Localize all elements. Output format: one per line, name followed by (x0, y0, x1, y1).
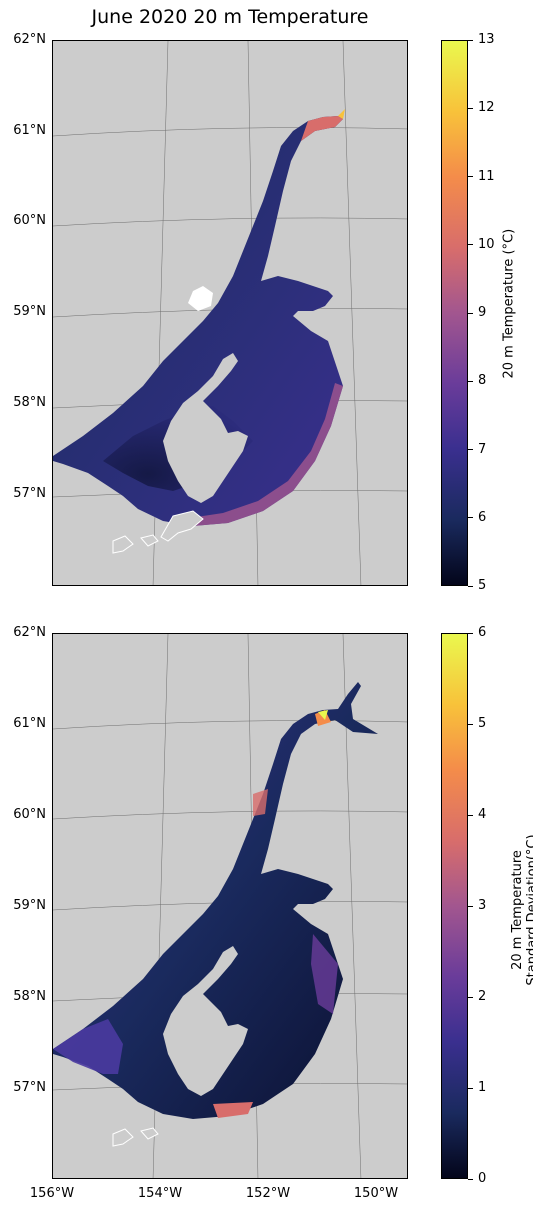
colorbar-tick (468, 107, 473, 109)
temperature-map (52, 40, 408, 586)
colorbar-tick (468, 585, 473, 587)
lon-label: 150°W (353, 1186, 399, 1201)
lat-label: 57°N (13, 1080, 46, 1095)
colorbar-tick-label: 11 (478, 168, 495, 184)
colorbar-tick (468, 176, 473, 177)
lat-label: 62°N (13, 32, 46, 47)
colorbar-tick (468, 312, 473, 314)
colorbar-tick-label: 3 (478, 898, 487, 913)
colorbar-tick (468, 380, 473, 382)
colorbar-tick-label: 12 (478, 100, 495, 116)
lat-label: 59°N (13, 898, 46, 913)
colorbar-std-dev-label-line2: Standard Deviation(°C) (525, 834, 533, 986)
colorbar-tick-label: 9 (478, 305, 487, 320)
colorbar-tick-label: 1 (478, 1080, 487, 1095)
colorbar-tick-label: 8 (478, 373, 487, 389)
colorbar-tick-label: 10 (478, 236, 495, 252)
colorbar-std-dev-label: 20 m Temperature Standard Deviation(°C) (510, 815, 533, 1005)
colorbar-std-dev-label-line1: 20 m Temperature (510, 850, 525, 970)
colorbar-tick-label: 0 (478, 1171, 487, 1186)
kodiak-island (163, 353, 248, 503)
lat-label: 58°N (13, 395, 46, 410)
lon-label: 154°W (137, 1186, 183, 1201)
colorbar-tick-label: 6 (478, 625, 487, 640)
colorbar-temperature-label: 20 m Temperature (°C) (501, 228, 517, 379)
lon-label: 152°W (245, 1186, 291, 1201)
lat-label: 61°N (13, 123, 46, 138)
colorbar-tick (468, 996, 473, 998)
colorbar-tick (468, 632, 473, 634)
model-domain (53, 682, 378, 1119)
graticule (53, 634, 407, 1178)
lat-label: 62°N (13, 625, 46, 640)
colorbar-tick (468, 1178, 473, 1180)
lat-label: 59°N (13, 304, 46, 319)
colorbar-tick (468, 814, 473, 816)
lat-label: 57°N (13, 486, 46, 501)
colorbar-tick (468, 723, 473, 725)
lon-label: 156°W (29, 1186, 75, 1201)
colorbar-tick-label: 5 (478, 716, 487, 731)
colorbar-std-dev (441, 633, 468, 1179)
colorbar-tick-label: 7 (478, 441, 487, 457)
lat-label: 58°N (13, 989, 46, 1004)
kodiak-island (163, 946, 248, 1096)
colorbar-tick (468, 905, 473, 907)
std-dev-map-svg (53, 634, 407, 1178)
std-dev-map (52, 633, 408, 1179)
figure-title: June 2020 20 m Temperature (91, 6, 369, 28)
lat-label: 60°N (13, 213, 46, 228)
colorbar-tick-label: 13 (478, 32, 495, 47)
colorbar-tick (468, 449, 473, 450)
lat-label: 60°N (13, 807, 46, 822)
colorbar-tick-label: 5 (478, 578, 487, 593)
colorbar-tick-label: 4 (478, 807, 487, 822)
temperature-map-svg (53, 41, 407, 585)
colorbar-tick (468, 244, 473, 246)
colorbar-tick-label: 2 (478, 989, 487, 1004)
colorbar-tick (468, 517, 473, 519)
colorbar-tick (468, 1087, 473, 1089)
colorbar-temperature (441, 40, 468, 586)
lat-label: 61°N (13, 716, 46, 731)
colorbar-tick (468, 39, 473, 41)
model-domain (53, 116, 343, 526)
colorbar-tick-label: 6 (478, 509, 487, 525)
